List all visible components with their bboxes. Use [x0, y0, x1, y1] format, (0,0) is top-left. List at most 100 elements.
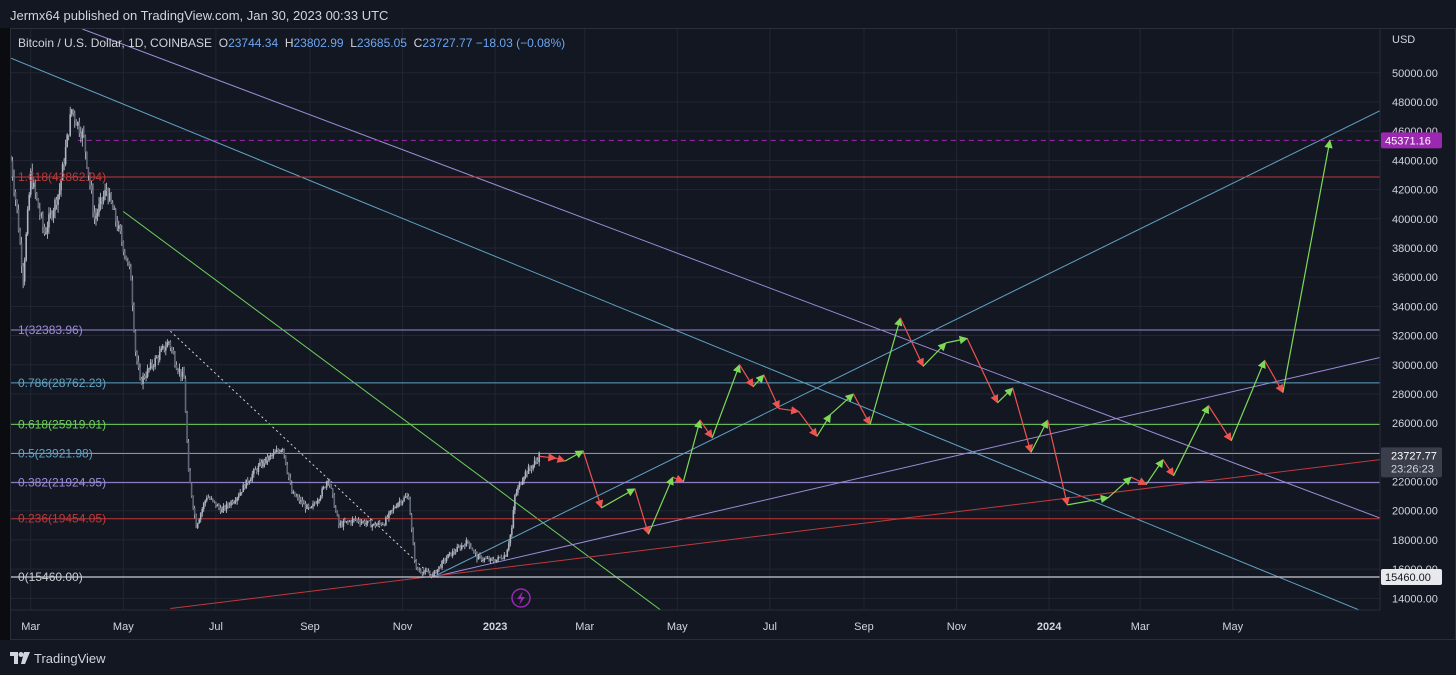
candle-body [209, 497, 211, 500]
candle-body [83, 131, 85, 136]
candle-body [477, 555, 480, 560]
candle-body [42, 214, 44, 227]
axes: 14000.0016000.0018000.0020000.0022000.00… [11, 29, 1438, 633]
candle-body [174, 353, 176, 365]
candle-body [524, 471, 527, 478]
candle-body [298, 497, 301, 502]
x-tick-label: Nov [947, 621, 967, 633]
candle-body [303, 503, 305, 505]
projection-down-arrow [1207, 405, 1232, 442]
candle-body [95, 215, 97, 219]
candle-body [269, 455, 272, 457]
candle-body [259, 462, 261, 466]
candle-body [416, 567, 419, 570]
candle-body [533, 460, 536, 465]
projection-series[interactable] [539, 139, 1333, 535]
candle-body [351, 519, 354, 524]
candle-body [36, 193, 38, 199]
lightning-icon[interactable] [511, 588, 531, 608]
chart-frame[interactable] [10, 28, 1456, 640]
projection-down-arrow [634, 488, 651, 535]
candle-body [319, 496, 322, 500]
candle-body [149, 362, 152, 369]
candle-body [54, 199, 56, 211]
candle-body [11, 160, 12, 162]
candle-body [336, 511, 339, 516]
y-tick-label: 44000.00 [1392, 155, 1438, 167]
x-tick-label: Jul [763, 621, 777, 633]
candle-body [426, 570, 428, 572]
candle-body [297, 496, 299, 498]
candle-body [51, 212, 53, 218]
candle-body [383, 524, 386, 526]
candle-body [470, 546, 472, 549]
candle-body [301, 500, 304, 505]
candle-body [251, 473, 254, 480]
fib-level-label: 0.786(28762.23) [18, 376, 106, 390]
candle-body [429, 573, 431, 575]
target-price-badge [1381, 132, 1442, 149]
y-tick-label: 48000.00 [1392, 97, 1438, 109]
open-key: O [218, 36, 229, 50]
candle-body [192, 496, 194, 508]
candle-body [146, 368, 149, 377]
candle-body [154, 358, 156, 367]
candle-body [114, 209, 117, 222]
projection-down-arrow [1130, 476, 1148, 485]
candle-body [195, 514, 197, 528]
candle-body [467, 540, 469, 542]
candle-body [13, 176, 15, 192]
candle-body [84, 135, 87, 152]
candle-body [14, 191, 17, 200]
countdown-label: 23:26:23 [1391, 463, 1434, 475]
candle-body [491, 558, 493, 560]
candle-body [122, 241, 125, 252]
fib-level-label: 0.5(23921.98) [18, 446, 93, 460]
candle-body [37, 198, 40, 209]
candle-body [161, 346, 164, 349]
candle-body [127, 260, 129, 263]
candle-body [457, 546, 460, 548]
candle-body [250, 479, 252, 482]
candle-body [400, 501, 402, 504]
candle-body [427, 571, 430, 574]
candle-body [40, 214, 43, 216]
candle-body [357, 519, 360, 522]
x-tick-label: Mar [21, 621, 40, 633]
candle-body [354, 518, 357, 520]
candle-body [158, 351, 161, 360]
candle-body [538, 454, 540, 463]
candle-body [339, 523, 342, 526]
candle-body [529, 466, 531, 469]
candle-body [171, 347, 173, 351]
candle-body [245, 479, 248, 489]
candle-body [333, 494, 336, 508]
candle-body [113, 209, 116, 210]
projection-down-arrow [539, 453, 557, 462]
candle-body [509, 534, 512, 544]
candle-body [497, 556, 499, 560]
candle-body [184, 378, 187, 413]
candle-body [55, 199, 58, 205]
drawings[interactable] [11, 29, 1380, 613]
candle-body [142, 375, 144, 384]
candle-body [280, 449, 282, 453]
candle-body [492, 559, 495, 562]
tradingview-logo-icon [10, 652, 30, 664]
y-tick-label: 42000.00 [1392, 185, 1438, 197]
candle-body [365, 523, 367, 525]
candle-body [212, 498, 214, 501]
candle-body [372, 523, 375, 526]
candle-body [34, 182, 37, 194]
candle-body [125, 255, 128, 261]
candle-body [451, 551, 454, 556]
candle-body [482, 560, 484, 561]
candle-body [133, 305, 135, 331]
projection-down-arrow [852, 393, 871, 426]
candle-body [535, 460, 537, 462]
candle-body [504, 555, 507, 557]
candle-body [172, 350, 175, 354]
candle-body [295, 496, 298, 498]
candle-body [473, 550, 475, 552]
